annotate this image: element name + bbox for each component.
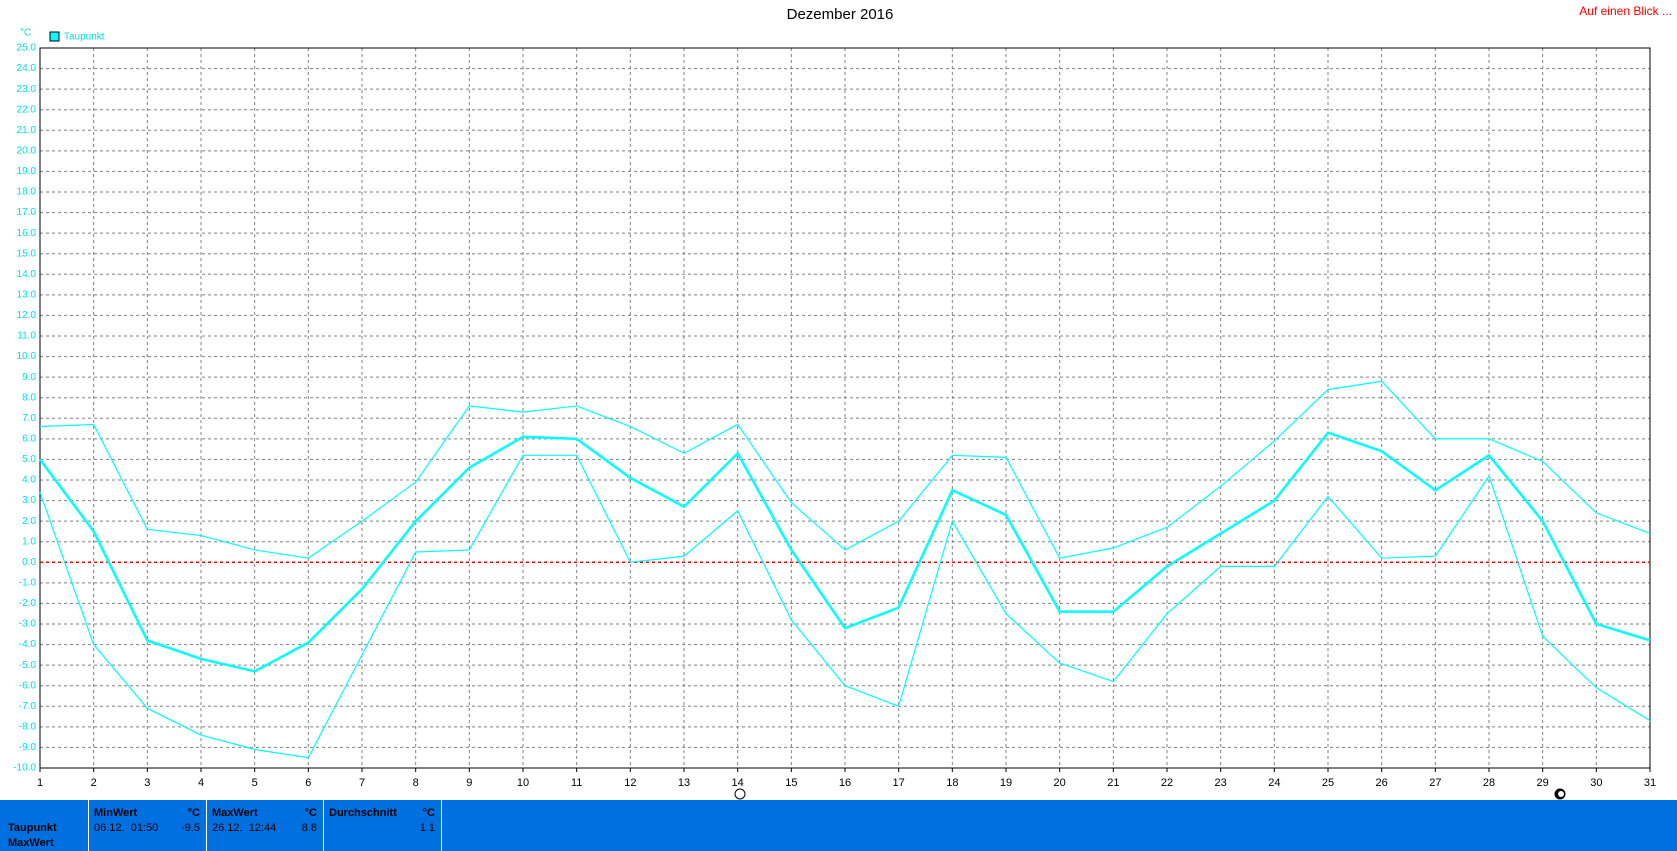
chart: Dezember 2016 Auf einen Blick ... °C -10…	[13, 4, 1672, 800]
link[interactable]: Auf einen Blick ...	[1579, 4, 1672, 18]
column-time: 06.12. 01:50	[94, 822, 159, 834]
y-tick-label: 24.0	[17, 63, 37, 74]
y-tick-label: -1.0	[19, 577, 37, 588]
x-tick-label: 24	[1268, 777, 1280, 789]
x-tick-label: 13	[678, 777, 690, 789]
y-tick-label: -5.0	[19, 660, 37, 671]
y-tick-label: 20.0	[17, 145, 37, 156]
y-tick-label: -4.0	[19, 639, 37, 650]
column-value: 1.1	[419, 822, 435, 834]
y-tick-label: 16.0	[17, 228, 37, 239]
chart-title: Dezember 2016	[787, 6, 894, 23]
x-tick-label: 14	[732, 777, 744, 789]
column-time: 26.12. 12:44	[212, 822, 277, 834]
y-tick-label: 19.0	[17, 166, 37, 177]
x-tick-label: 26	[1376, 777, 1388, 789]
column-header: MinWert	[94, 807, 138, 819]
x-tick-label: 21	[1107, 777, 1119, 789]
y-tick-label: 7.0	[22, 413, 36, 424]
column-unit: °C	[422, 807, 435, 819]
x-tick-label: 6	[305, 777, 311, 789]
summary-column: Durchschnitt °C 1.1	[324, 800, 442, 851]
column-header: Durchschnitt	[329, 807, 397, 819]
y-tick-label: 2.0	[22, 516, 36, 527]
x-tick-label: 29	[1537, 777, 1549, 789]
y-tick-label: 21.0	[17, 125, 37, 136]
row-labels: Taupunkt MaxWert	[0, 800, 89, 851]
x-tick-label: 5	[252, 777, 258, 789]
x-tick-label: 25	[1322, 777, 1334, 789]
y-tick-label: 10.0	[17, 351, 37, 362]
y-tick-label: -9.0	[19, 742, 37, 753]
row-label: MaxWert	[8, 837, 54, 849]
y-tick-label: 3.0	[22, 495, 36, 506]
summary-column: MaxWert °C 26.12. 12:44 8.8	[207, 800, 324, 851]
y-tick-label: -7.0	[19, 701, 37, 712]
y-tick-label: -3.0	[19, 619, 37, 630]
y-tick-label: 22.0	[17, 104, 37, 115]
y-tick-label: 9.0	[22, 372, 36, 383]
x-tick-label: 18	[946, 777, 958, 789]
y-tick-label: -6.0	[19, 680, 37, 691]
column-value: -9.5	[181, 822, 200, 834]
x-tick-label: 7	[359, 777, 365, 789]
x-tick-label: 8	[413, 777, 419, 789]
column-value: 8.8	[301, 822, 317, 834]
y-tick-label: 23.0	[17, 84, 37, 95]
y-tick-label: -8.0	[19, 721, 37, 732]
x-tick-label: 31	[1644, 777, 1656, 789]
y-tick-label: 4.0	[22, 475, 36, 486]
x-tick-label: 19	[1000, 777, 1012, 789]
y-tick-label: 18.0	[17, 187, 37, 198]
moon-new-light	[1558, 791, 1564, 797]
y-tick-label: 15.0	[17, 248, 37, 259]
x-tick-label: 3	[144, 777, 150, 789]
x-tick-label: 28	[1483, 777, 1495, 789]
y-tick-label: 5.0	[22, 454, 36, 465]
x-tick-label: 11	[571, 777, 582, 789]
y-tick-label: 17.0	[17, 207, 37, 218]
x-tick-label: 20	[1054, 777, 1066, 789]
x-tick-label: 30	[1590, 777, 1602, 789]
x-tick-label: 22	[1161, 777, 1173, 789]
x-tick-label: 23	[1215, 777, 1227, 789]
x-tick-label: 15	[785, 777, 797, 789]
y-tick-label: -2.0	[19, 598, 37, 609]
plot-frame	[39, 47, 1651, 769]
summary-panel: Taupunkt MaxWert MinWert °C 06.12. 01:50 -9.5…	[0, 800, 1677, 851]
y-tick-label: 25.0	[17, 43, 37, 54]
legend-swatch	[49, 31, 60, 42]
y-tick-label: 11.0	[17, 331, 36, 342]
y-tick-label: 8.0	[22, 392, 36, 403]
y-tick-label: 1.0	[22, 536, 36, 547]
y-tick-label: 12.0	[17, 310, 37, 321]
y-tick-label: 6.0	[22, 433, 36, 444]
column-unit: °C	[187, 807, 200, 819]
moon-full	[734, 788, 746, 800]
x-tick-label: 12	[624, 777, 636, 789]
x-tick-label: 9	[466, 777, 472, 789]
x-tick-label: 1	[37, 777, 43, 789]
column-header: MaxWert	[212, 807, 258, 819]
x-tick-label: 16	[839, 777, 851, 789]
y-tick-label: -10.0	[13, 763, 36, 774]
y-tick-label: 0.0	[22, 557, 36, 568]
x-tick-label: 4	[198, 777, 204, 789]
legend-label: Taupunkt	[64, 32, 105, 43]
line	[38, 431, 1651, 673]
row-label: Taupunkt	[8, 822, 57, 834]
y-tick-label: 13.0	[17, 289, 37, 300]
x-tick-label: 17	[893, 777, 905, 789]
x-tick-label: 27	[1429, 777, 1441, 789]
column-unit: °C	[304, 807, 317, 819]
y-tick-label: 14.0	[17, 269, 37, 280]
line	[39, 380, 1651, 559]
x-tick-label: 2	[91, 777, 97, 789]
summary-column: MinWert °C 06.12. 01:50 -9.5	[89, 800, 207, 851]
line	[39, 454, 1651, 759]
x-tick-label: 10	[517, 777, 529, 789]
y-unit: °C	[20, 28, 31, 39]
